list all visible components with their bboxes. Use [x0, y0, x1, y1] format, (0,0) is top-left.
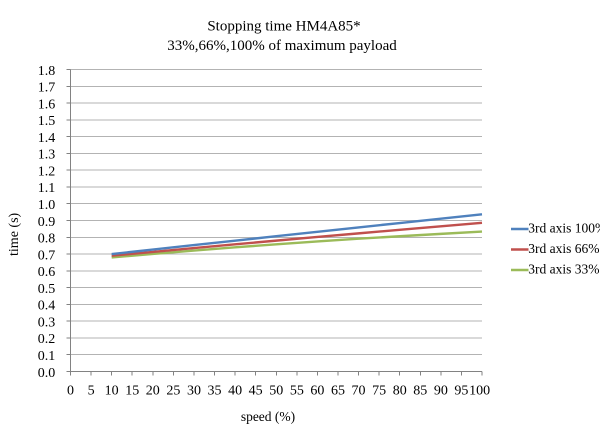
svg-text:75: 75	[372, 383, 386, 398]
svg-text:0: 0	[67, 383, 74, 398]
svg-text:0.5: 0.5	[38, 282, 56, 297]
svg-text:1.6: 1.6	[38, 97, 56, 112]
svg-text:0.4: 0.4	[38, 299, 56, 314]
svg-text:35: 35	[208, 383, 222, 398]
svg-text:speed (%): speed (%)	[241, 409, 295, 424]
svg-text:1.3: 1.3	[38, 148, 56, 163]
svg-text:45: 45	[249, 383, 263, 398]
svg-text:time (s): time (s)	[7, 212, 22, 255]
svg-text:0.6: 0.6	[38, 265, 56, 280]
svg-text:60: 60	[310, 383, 324, 398]
svg-text:0.0: 0.0	[38, 366, 56, 381]
svg-text:0.9: 0.9	[38, 215, 56, 230]
svg-text:1.7: 1.7	[38, 81, 56, 96]
svg-text:100: 100	[469, 383, 490, 398]
svg-text:1.2: 1.2	[38, 164, 56, 179]
svg-text:10: 10	[105, 383, 119, 398]
svg-text:1.8: 1.8	[38, 64, 56, 79]
svg-text:0.3: 0.3	[38, 315, 56, 330]
svg-text:1.0: 1.0	[38, 198, 56, 213]
svg-text:1.5: 1.5	[38, 114, 56, 129]
svg-text:0.8: 0.8	[38, 232, 56, 247]
svg-text:3rd axis 66%: 3rd axis 66%	[528, 241, 599, 256]
svg-text:0.2: 0.2	[38, 332, 56, 347]
svg-text:1.1: 1.1	[38, 181, 56, 196]
svg-text:3rd axis 33%: 3rd axis 33%	[528, 261, 599, 276]
svg-text:95: 95	[454, 383, 468, 398]
svg-text:70: 70	[352, 383, 366, 398]
svg-text:33%,66%,100% of maximum payloa: 33%,66%,100% of maximum payload	[167, 38, 397, 54]
svg-text:15: 15	[125, 383, 139, 398]
svg-text:40: 40	[228, 383, 242, 398]
svg-text:Stopping time HM4A85*: Stopping time HM4A85*	[207, 19, 360, 35]
svg-text:20: 20	[146, 383, 160, 398]
svg-text:55: 55	[290, 383, 304, 398]
svg-text:1.4: 1.4	[38, 131, 56, 146]
svg-text:65: 65	[331, 383, 345, 398]
svg-text:30: 30	[187, 383, 201, 398]
svg-text:50: 50	[269, 383, 283, 398]
svg-text:85: 85	[413, 383, 427, 398]
svg-text:3rd axis 100%: 3rd axis 100%	[528, 220, 600, 235]
svg-text:5: 5	[88, 383, 95, 398]
svg-text:25: 25	[166, 383, 180, 398]
svg-text:90: 90	[434, 383, 448, 398]
svg-text:80: 80	[393, 383, 407, 398]
svg-text:0.1: 0.1	[38, 349, 56, 364]
svg-text:0.7: 0.7	[38, 248, 56, 263]
